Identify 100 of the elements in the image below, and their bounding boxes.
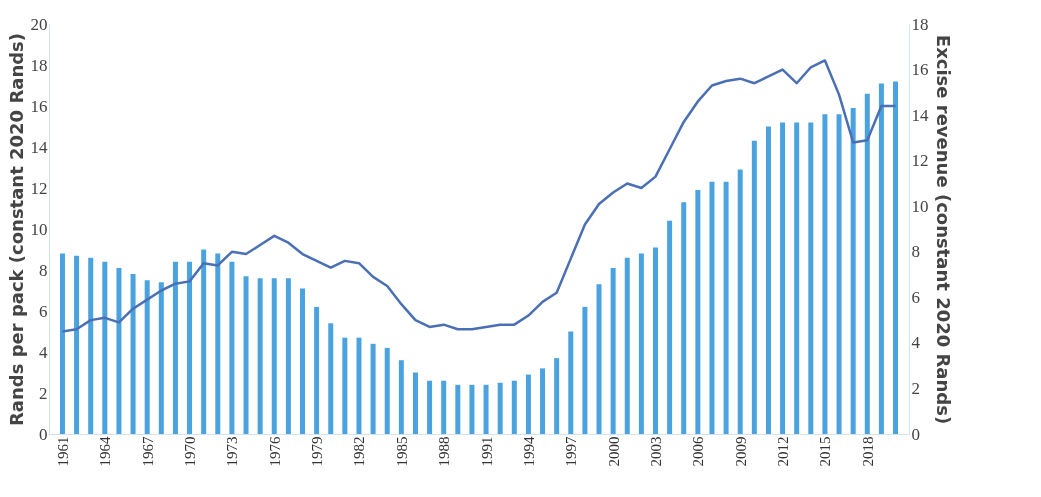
y2-tick-label: 10 (911, 196, 929, 216)
y-tick-label: 10 (30, 219, 48, 239)
bar (737, 169, 743, 434)
bar (864, 93, 870, 434)
bar (427, 380, 433, 434)
x-tick-label: 1997 (563, 436, 580, 467)
x-tick-label: 1967 (139, 436, 156, 467)
bar (201, 249, 207, 434)
bar (384, 347, 390, 434)
bar (667, 220, 673, 434)
bar (568, 331, 574, 434)
y-tick-label: 12 (30, 178, 48, 198)
bar (158, 282, 164, 434)
y2-tick-label: 8 (911, 242, 920, 262)
x-tick-label: 1994 (520, 436, 537, 467)
bar (328, 323, 334, 434)
bar (525, 374, 531, 434)
x-tick-label: 2018 (859, 436, 876, 467)
bar (257, 278, 263, 434)
y-tick-label: 16 (30, 96, 48, 116)
y-tick-label: 6 (39, 301, 48, 321)
bar (398, 360, 404, 434)
x-tick-label: 2000 (605, 436, 622, 467)
y2-tick-label: 14 (911, 105, 929, 125)
bar (893, 81, 899, 434)
bar (596, 284, 602, 434)
bar (681, 202, 687, 434)
line-series (61, 59, 897, 333)
bar (342, 337, 348, 434)
bar (229, 261, 235, 434)
bar (74, 255, 80, 434)
x-tick-label: 1982 (351, 436, 368, 467)
bar (441, 380, 447, 434)
y-tick-label: 4 (39, 342, 48, 362)
x-tick-label: 2015 (817, 436, 834, 467)
bar (653, 247, 658, 434)
bar (610, 267, 616, 434)
y-tick-label: 0 (39, 424, 48, 444)
bar (455, 384, 461, 434)
y-tick-label: 8 (39, 260, 48, 280)
bar (794, 122, 800, 434)
bar (511, 380, 517, 434)
bar (356, 337, 362, 434)
bar (300, 288, 305, 434)
bar (483, 384, 489, 434)
y-tick-label: 2 (39, 383, 48, 403)
x-tick-label: 1964 (97, 436, 114, 467)
bar (469, 384, 475, 434)
y-tick-label: 18 (30, 55, 48, 75)
bar (130, 274, 136, 434)
y2-tick-label: 16 (911, 60, 929, 80)
bar (723, 181, 729, 434)
bar (412, 372, 418, 434)
y2-tick-label: 6 (911, 287, 920, 307)
bar (709, 181, 715, 434)
y2-axis-title: Excise revenue (constant 2020 Rands) (932, 34, 954, 425)
bar (540, 368, 546, 434)
bar (822, 114, 828, 434)
y-axis-title: Rands per pack (constant 2020 Rands) (5, 32, 27, 427)
bar (243, 276, 249, 434)
bar (751, 140, 757, 434)
y2-tick-label: 0 (911, 424, 920, 444)
bar (808, 122, 814, 434)
bar (638, 253, 644, 434)
bar (836, 114, 842, 434)
bar (144, 280, 150, 434)
bar (314, 306, 320, 434)
bar (215, 253, 221, 434)
bar (285, 278, 291, 434)
bar (370, 343, 376, 434)
y2-tick-label: 12 (911, 151, 929, 171)
bar (695, 190, 701, 434)
bar (271, 278, 277, 434)
x-tick-label: 1973 (224, 436, 241, 467)
x-tick-label: 1976 (266, 436, 283, 467)
bar (497, 382, 503, 434)
bar (172, 261, 178, 434)
x-tick-label: 2009 (732, 436, 749, 467)
bar (102, 261, 108, 434)
y-tick-label: 20 (30, 14, 48, 34)
x-tick-label: 1988 (436, 436, 453, 467)
x-tick-label: 1970 (182, 436, 199, 467)
y2-tick-label: 18 (911, 14, 929, 34)
y-tick-label: 14 (30, 137, 48, 157)
y2-tick-label: 2 (911, 378, 920, 398)
x-tick-label: 2012 (775, 436, 792, 467)
bar (878, 83, 884, 434)
x-tick-label: 2006 (690, 436, 707, 467)
y2-tick-label: 4 (911, 333, 921, 353)
bar (765, 126, 771, 434)
bar (116, 267, 122, 434)
x-tick-label: 1961 (54, 436, 71, 467)
bar (780, 122, 786, 434)
bar (554, 358, 560, 434)
bar (624, 257, 630, 434)
bar (187, 261, 193, 434)
x-tick-label: 1991 (478, 436, 495, 467)
x-tick-label: 1979 (309, 436, 326, 467)
x-tick-label: 2003 (647, 436, 664, 467)
bar (850, 108, 856, 434)
